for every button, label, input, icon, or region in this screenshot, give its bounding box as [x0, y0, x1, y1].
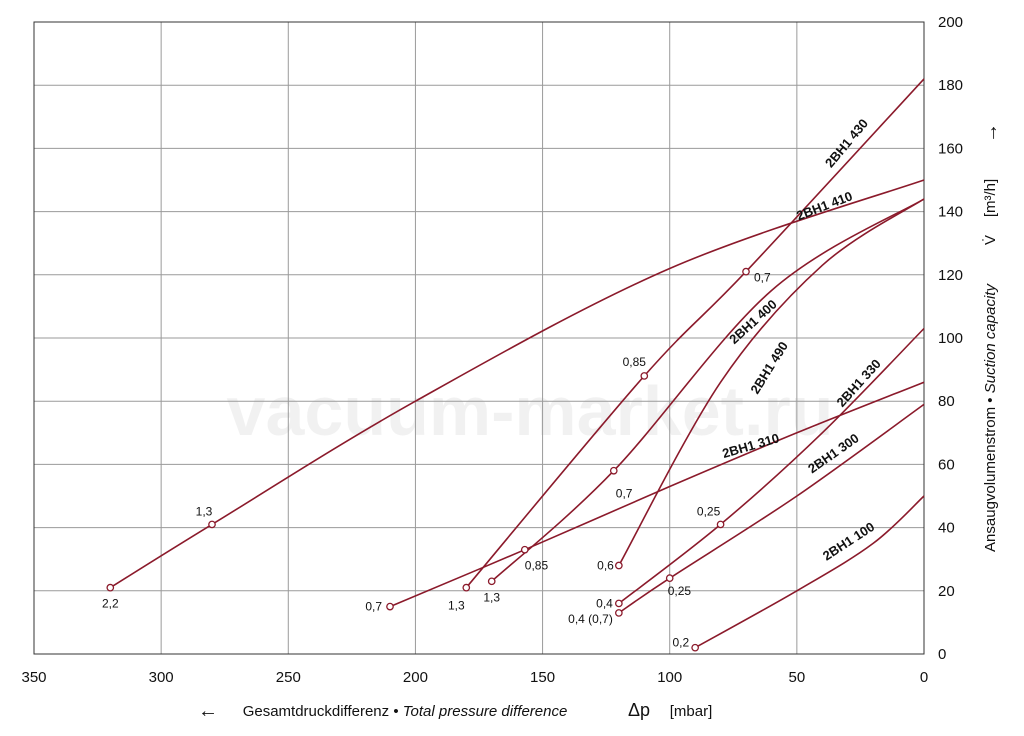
- marker-label-2bh1-410-280: 1,3: [196, 504, 213, 518]
- y-tick-label-40: 40: [938, 520, 955, 537]
- x-tick-label-250: 250: [276, 669, 301, 686]
- x-axis-title: ← Gesamtdruckdifferenz • Total pressure …: [198, 700, 712, 722]
- y-axis-label-de: Ansaugvolumenstrom: [982, 407, 999, 552]
- marker-label-2bh1-310-210: 0,7: [365, 600, 382, 614]
- marker-2bh1-400-170: [487, 577, 496, 586]
- marker-2bh1-490-120: [615, 561, 623, 570]
- y-tick-label-0: 0: [938, 646, 946, 663]
- marker-2bh1-100-90: [691, 643, 699, 652]
- x-axis-label-sep: •: [393, 703, 398, 720]
- grid: [33, 21, 925, 655]
- marker-2bh1-330-80: [716, 520, 725, 529]
- y-tick-label-140: 140: [938, 204, 963, 221]
- x-axis-ticks: 350 300 250 200 150 100 50 0: [21, 669, 928, 686]
- x-axis-label-en: Total pressure difference: [403, 703, 568, 720]
- marker-2bh1-400-122: [609, 466, 618, 475]
- marker-2bh1-430-180: [462, 583, 471, 592]
- y-tick-label-180: 180: [938, 77, 963, 94]
- y-axis-symbol: V̇: [982, 235, 999, 245]
- svg-text:Ansaugvolumenstrom •: Ansaugvolumenstrom • Suction capacity: [982, 283, 999, 552]
- x-axis-unit: [mbar]: [670, 703, 713, 720]
- marker-label-2bh1-300-100: 0,25: [668, 584, 692, 598]
- marker-label-2bh1-310-157: 0,85: [525, 559, 549, 573]
- marker-2bh1-410-280: [208, 520, 216, 529]
- plot-frame: [33, 21, 925, 655]
- marker-label-2bh1-330-80: 0,25: [697, 504, 721, 518]
- svg-text:Gesamtdruckdifferenz •: Gesamtdruckdifferenz • Total pressure di…: [243, 703, 568, 720]
- x-tick-label-0: 0: [920, 669, 928, 686]
- y-tick-label-80: 80: [938, 393, 955, 410]
- marker-2bh1-330-120: [615, 599, 623, 608]
- x-tick-label-50: 50: [789, 669, 806, 686]
- marker-2bh1-310-157: [520, 545, 529, 554]
- y-axis-unit: [m³/h]: [982, 179, 999, 217]
- marker-label-2bh1-400-122: 0,7: [616, 487, 633, 501]
- series-line-2bh1-430: [465, 78, 925, 589]
- x-axis-arrow: ←: [198, 700, 218, 722]
- y-axis-ticks: 0 20 40 60 80 100 120 140 160 180 200: [938, 14, 963, 663]
- marker-label-2bh1-430-180: 1,3: [448, 599, 465, 613]
- marker-label-2bh1-490-120: 0,6: [597, 559, 614, 573]
- watermark: vacuum-market.ru: [227, 372, 834, 450]
- y-axis-title: Ansaugvolumenstrom • Suction capacity V̇…: [980, 123, 1002, 552]
- series-label-2bh1-100: 2BH1 100: [820, 519, 877, 563]
- y-tick-label-20: 20: [938, 583, 955, 600]
- y-axis-arrow: →: [980, 123, 1002, 143]
- x-tick-label-100: 100: [657, 669, 682, 686]
- marker-2bh1-300-120: [615, 609, 623, 617]
- series-markers: 1,3 0,85 0,7 2,2 1,3 1,3 0,7 0,6 0,4 0,25 0,7 0,85 0…: [102, 267, 771, 652]
- y-tick-label-200: 200: [938, 14, 963, 31]
- y-tick-label-160: 160: [938, 140, 963, 157]
- marker-label-2bh1-430-110: 0,85: [623, 355, 647, 369]
- series-line-2bh1-100: [694, 495, 925, 649]
- x-axis-symbol: Δp: [628, 700, 650, 720]
- x-tick-label-150: 150: [530, 669, 555, 686]
- marker-2bh1-430-70: [742, 267, 750, 276]
- y-tick-label-60: 60: [938, 456, 955, 473]
- y-axis-label-en: Suction capacity: [982, 283, 999, 394]
- y-tick-label-100: 100: [938, 330, 963, 347]
- marker-2bh1-430-110: [640, 372, 649, 380]
- series-line-2bh1-300: [618, 403, 925, 614]
- y-tick-label-120: 120: [938, 267, 963, 284]
- marker-2bh1-300-100: [665, 574, 674, 583]
- series-line-2bh1-490: [618, 198, 925, 566]
- marker-label-2bh1-430-70: 0,7: [754, 271, 771, 285]
- series-line-2bh1-410: [109, 179, 925, 589]
- marker-label-2bh1-100-90: 0,2: [672, 636, 689, 650]
- x-tick-label-200: 200: [403, 669, 428, 686]
- marker-label-2bh1-300-120: 0,4 (0,7): [568, 612, 613, 626]
- marker-2bh1-310-210: [386, 602, 394, 611]
- x-tick-label-300: 300: [149, 669, 174, 686]
- marker-label-2bh1-400-170: 1,3: [483, 590, 500, 604]
- series-line-2bh1-400: [491, 198, 925, 582]
- x-tick-label-350: 350: [21, 669, 46, 686]
- series-line-2bh1-330: [618, 327, 925, 605]
- marker-label-2bh1-410-320: 2,2: [102, 597, 119, 611]
- series-line-2bh1-310: [389, 381, 925, 608]
- marker-2bh1-410-320: [106, 583, 115, 592]
- series-lines: [109, 78, 925, 649]
- marker-label-2bh1-330-120: 0,4: [596, 596, 613, 610]
- x-axis-label-de: Gesamtdruckdifferenz: [243, 703, 389, 720]
- y-axis-label-sep: •: [982, 397, 999, 402]
